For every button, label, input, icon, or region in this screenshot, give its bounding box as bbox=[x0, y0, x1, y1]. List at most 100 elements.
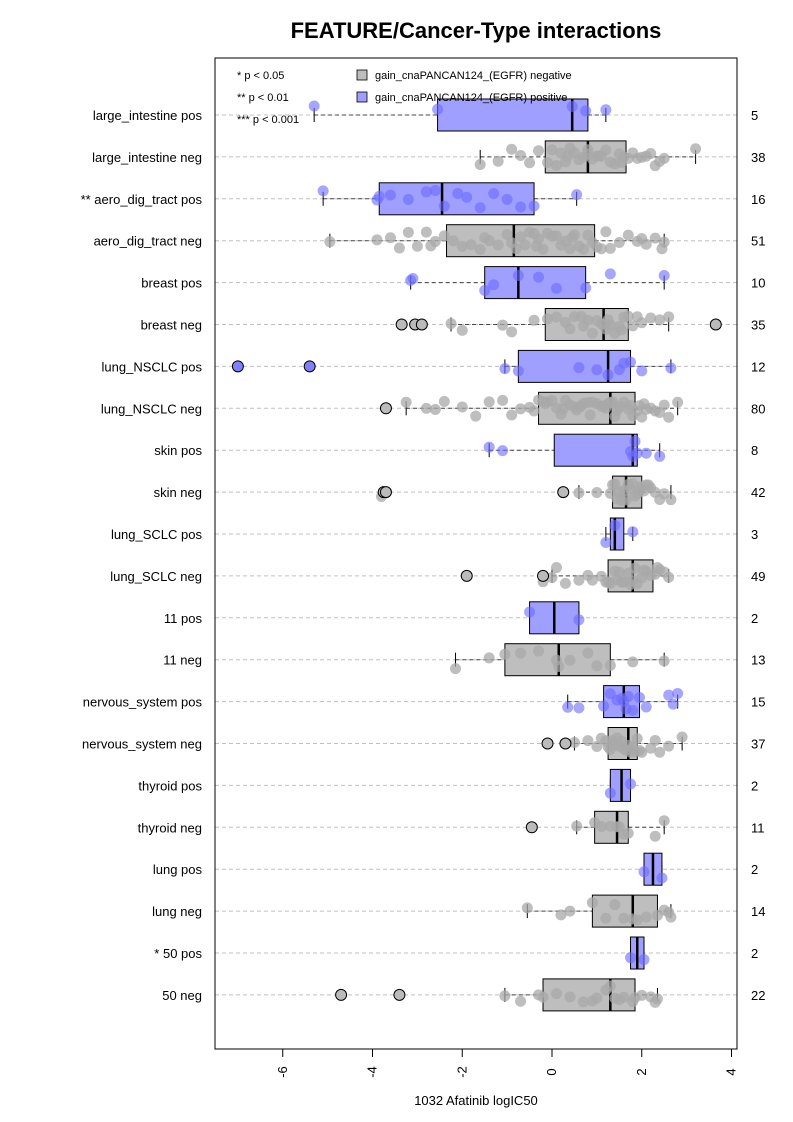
data-point bbox=[584, 409, 596, 421]
group-count: 49 bbox=[751, 569, 765, 584]
data-point bbox=[604, 242, 616, 254]
data-point bbox=[402, 226, 414, 238]
outlier-point bbox=[541, 737, 554, 750]
data-point bbox=[539, 398, 551, 410]
data-point bbox=[654, 746, 666, 758]
data-point bbox=[553, 661, 565, 673]
data-point bbox=[571, 820, 583, 832]
data-point bbox=[452, 187, 464, 199]
data-point bbox=[474, 202, 486, 214]
data-point bbox=[586, 995, 598, 1007]
data-point bbox=[420, 402, 432, 414]
data-point bbox=[622, 827, 634, 839]
group-label: lung pos bbox=[153, 862, 203, 877]
group-count: 2 bbox=[751, 611, 758, 626]
axis-tick-label: 0 bbox=[544, 1068, 559, 1075]
axis-tick-label: -6 bbox=[275, 1066, 290, 1078]
data-point bbox=[384, 189, 396, 201]
data-point bbox=[483, 652, 495, 664]
data-point bbox=[559, 577, 571, 589]
data-point bbox=[611, 493, 623, 505]
outlier-point bbox=[525, 821, 538, 834]
data-point bbox=[542, 157, 554, 169]
group-label: aero_dig_tract neg bbox=[94, 234, 202, 249]
group-count: 10 bbox=[751, 276, 765, 291]
data-point bbox=[636, 233, 648, 245]
data-point bbox=[483, 396, 495, 408]
data-point bbox=[499, 648, 511, 660]
data-point bbox=[550, 562, 562, 574]
data-point bbox=[510, 243, 522, 255]
group-label: thyroid pos bbox=[138, 778, 202, 793]
data-point bbox=[564, 991, 576, 1003]
data-point bbox=[629, 562, 641, 574]
data-point bbox=[649, 232, 661, 244]
data-point bbox=[627, 320, 639, 332]
data-point bbox=[634, 400, 646, 412]
group-count: 16 bbox=[751, 192, 765, 207]
data-point bbox=[602, 369, 614, 381]
data-point bbox=[591, 740, 603, 752]
group-label: 11 neg bbox=[163, 653, 202, 668]
data-point bbox=[577, 243, 589, 255]
data-point bbox=[613, 994, 625, 1006]
data-point bbox=[432, 103, 444, 115]
data-point bbox=[438, 200, 450, 212]
data-point bbox=[542, 313, 554, 325]
data-point bbox=[411, 240, 423, 252]
data-point bbox=[501, 229, 513, 241]
group-count: 14 bbox=[751, 904, 765, 919]
group-label: skin pos bbox=[154, 443, 202, 458]
data-point bbox=[465, 239, 477, 251]
data-point bbox=[497, 319, 509, 331]
data-point bbox=[308, 100, 320, 112]
data-point bbox=[663, 311, 675, 323]
data-point bbox=[604, 980, 616, 992]
data-point bbox=[324, 236, 336, 248]
data-point bbox=[622, 229, 634, 241]
data-point bbox=[429, 403, 441, 415]
data-point bbox=[627, 704, 639, 716]
data-point bbox=[604, 268, 616, 280]
data-point bbox=[506, 409, 518, 421]
group-label: lung_NSCLC pos bbox=[102, 359, 203, 374]
data-point bbox=[676, 731, 688, 743]
data-point bbox=[528, 200, 540, 212]
data-point bbox=[634, 692, 646, 704]
data-point bbox=[609, 899, 621, 911]
data-point bbox=[591, 660, 603, 672]
data-point bbox=[573, 574, 585, 586]
data-point bbox=[586, 327, 598, 339]
legend-label-negative: gain_cnaPANCAN124_(EGFR) negative bbox=[375, 70, 572, 82]
data-point bbox=[598, 700, 610, 712]
data-point bbox=[658, 236, 670, 248]
data-point bbox=[651, 561, 663, 573]
data-point bbox=[665, 362, 677, 374]
data-point bbox=[555, 909, 567, 921]
group-label: nervous_system pos bbox=[83, 695, 203, 710]
data-point bbox=[564, 323, 576, 335]
data-point bbox=[557, 403, 569, 415]
data-point bbox=[512, 365, 524, 377]
data-point bbox=[618, 357, 630, 369]
group-count: 3 bbox=[751, 527, 758, 542]
data-point bbox=[562, 150, 574, 162]
data-point bbox=[645, 147, 657, 159]
data-point bbox=[438, 395, 450, 407]
data-point bbox=[528, 314, 540, 326]
group-label: breast neg bbox=[141, 318, 202, 333]
data-point bbox=[591, 486, 603, 498]
data-point bbox=[512, 270, 524, 282]
legend-label-positive: gain_cnaPANCAN124_(EGFR) positive bbox=[375, 92, 567, 104]
data-point bbox=[649, 734, 661, 746]
data-point bbox=[497, 394, 509, 406]
group-label: skin neg bbox=[154, 485, 202, 500]
group-count: 37 bbox=[751, 737, 765, 752]
data-point bbox=[533, 271, 545, 283]
data-point bbox=[602, 314, 614, 326]
data-point bbox=[450, 663, 462, 675]
data-point bbox=[515, 201, 527, 213]
data-point bbox=[384, 232, 396, 244]
data-point bbox=[530, 240, 542, 252]
data-point bbox=[438, 230, 450, 242]
